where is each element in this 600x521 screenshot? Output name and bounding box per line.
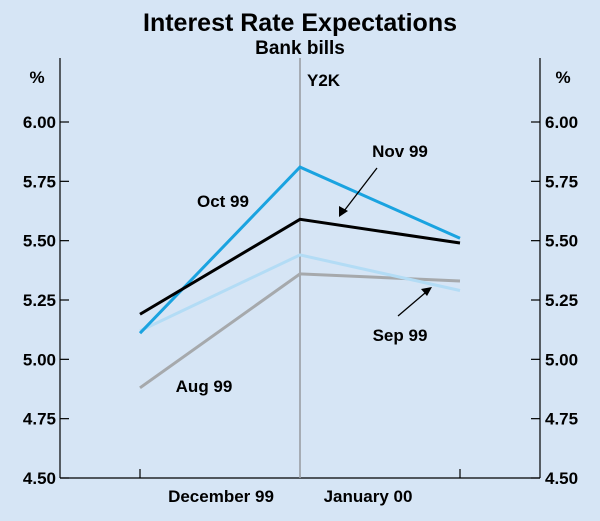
series-label-oct-99: Oct 99 <box>197 192 249 211</box>
x-label-december-99: December 99 <box>168 487 274 506</box>
y-tick-label-right: 4.50 <box>545 469 578 488</box>
y2k-annotation: Y2K <box>307 71 341 90</box>
y-tick-labels-left: 6.00 5.75 5.50 5.25 5.00 4.75 4.50 <box>23 113 56 488</box>
y-tick-label-left: 6.00 <box>23 113 56 132</box>
y-unit-left: % <box>29 68 44 87</box>
x-ticks <box>139 469 461 478</box>
y-tick-label-right: 6.00 <box>545 113 578 132</box>
y-tick-label-left: 5.00 <box>23 350 56 369</box>
chart-title: Interest Rate Expectations <box>143 9 457 37</box>
y-tick-label-left: 4.50 <box>23 469 56 488</box>
series-line-sep-99 <box>139 253 461 333</box>
series-label-aug-99: Aug 99 <box>176 377 233 396</box>
y-ticks-left <box>60 121 69 479</box>
chart-subtitle: Bank bills <box>255 38 345 59</box>
sep-99-pointer-line <box>397 292 426 317</box>
series-label-nov-99: Nov 99 <box>372 142 428 161</box>
series-label-sep-99: Sep 99 <box>373 326 428 345</box>
x-label-january-00: January 00 <box>324 487 413 506</box>
nov-99-pointer-line <box>343 167 378 212</box>
y-tick-label-left: 5.50 <box>23 232 56 251</box>
y-tick-label-right: 4.75 <box>545 410 578 429</box>
y-unit-right: % <box>555 68 570 87</box>
y-tick-label-left: 5.75 <box>23 172 56 191</box>
y-ticks-right <box>531 121 540 479</box>
sep-99-arrowhead-icon <box>421 287 432 296</box>
y-tick-label-right: 5.00 <box>545 350 578 369</box>
nov-99-arrowhead-icon <box>339 206 348 217</box>
y-tick-label-right: 5.75 <box>545 172 578 191</box>
series-layer <box>138 165 461 390</box>
series-line-oct-99 <box>138 165 461 335</box>
y-tick-label-right: 5.25 <box>545 291 578 310</box>
y-tick-label-left: 5.25 <box>23 291 56 310</box>
y-tick-labels-right: 6.00 5.75 5.50 5.25 5.00 4.75 4.50 <box>545 113 578 488</box>
y-tick-label-right: 5.50 <box>545 232 578 251</box>
y-tick-label-left: 4.75 <box>23 410 56 429</box>
series-line-nov-99 <box>139 217 461 316</box>
